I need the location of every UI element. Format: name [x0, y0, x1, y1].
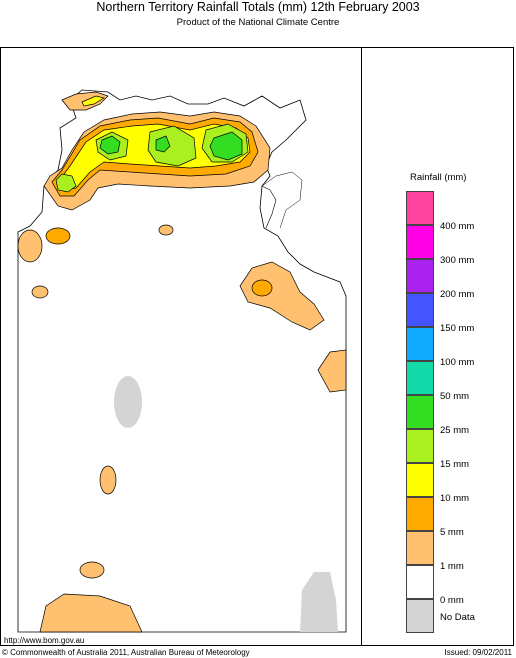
rain-patch-east-edge — [317, 349, 347, 393]
legend-swatch-5 — [406, 497, 434, 531]
legend-swatch-25 — [406, 395, 434, 429]
legend-label-400: 400 mm — [440, 221, 475, 232]
coastline-gulf — [261, 185, 277, 229]
rain-band-25mm — [99, 131, 243, 161]
legend-label-200: 200 mm — [440, 289, 475, 300]
source-url[interactable]: http://www.bom.gov.au — [4, 636, 85, 645]
rain-patch-west — [45, 227, 71, 245]
legend-swatch-1 — [406, 531, 434, 565]
no-data-south — [300, 572, 338, 632]
map-frame — [0, 47, 514, 646]
legend-divider — [361, 47, 362, 646]
legend-label-300: 300 mm — [440, 255, 475, 266]
copyright-text: © Commonwealth of Australia 2011, Austra… — [2, 648, 250, 657]
legend-label-0: 0 mm — [440, 595, 464, 606]
rain-patch-central — [99, 465, 117, 495]
rain-patch-east — [239, 261, 325, 331]
issued-date: Issued: 09/02/2011 — [444, 648, 512, 657]
legend-swatch-50 — [406, 361, 434, 395]
legend-label-10: 10 mm — [440, 493, 470, 504]
rain-patch-east-inner — [251, 279, 273, 297]
legend-label-150: 150 mm — [440, 323, 475, 334]
legend-swatch-150 — [406, 293, 434, 327]
map-subtitle: Product of the National Climate Centre — [176, 17, 340, 28]
no-data-central — [114, 376, 142, 428]
legend-label-1: 1 mm — [440, 561, 464, 572]
legend-swatch-0 — [406, 565, 434, 599]
rain-patch-southwest — [39, 593, 143, 633]
rain-patch-south — [79, 561, 105, 579]
rainfall-map — [17, 89, 347, 633]
legend-swatch-15 — [406, 429, 434, 463]
legend-label-50: 50 mm — [440, 391, 470, 402]
legend-title: Rainfall (mm) — [410, 172, 467, 183]
land-mass — [17, 89, 347, 633]
legend-label-nodata: No Data — [440, 612, 475, 623]
rain-patch-small-2 — [31, 285, 49, 299]
legend-label-100: 100 mm — [440, 357, 475, 368]
legend-swatch-nodata — [406, 599, 434, 633]
map-title: Northern Territory Rainfall Totals (mm) … — [96, 0, 420, 14]
rain-band-10mm-topleft — [81, 95, 105, 107]
coastline-east — [261, 171, 303, 229]
legend-swatch-200 — [406, 259, 434, 293]
legend-label-25: 25 mm — [440, 425, 470, 436]
rain-patch-west-outer — [17, 229, 43, 263]
legend-swatch-400 — [406, 191, 434, 225]
legend-swatch-300 — [406, 225, 434, 259]
legend-swatch-10 — [406, 463, 434, 497]
rain-patch-small-1 — [158, 224, 174, 236]
legend-swatch-100 — [406, 327, 434, 361]
legend-label-15: 15 mm — [440, 459, 470, 470]
legend-label-5: 5 mm — [440, 527, 464, 538]
